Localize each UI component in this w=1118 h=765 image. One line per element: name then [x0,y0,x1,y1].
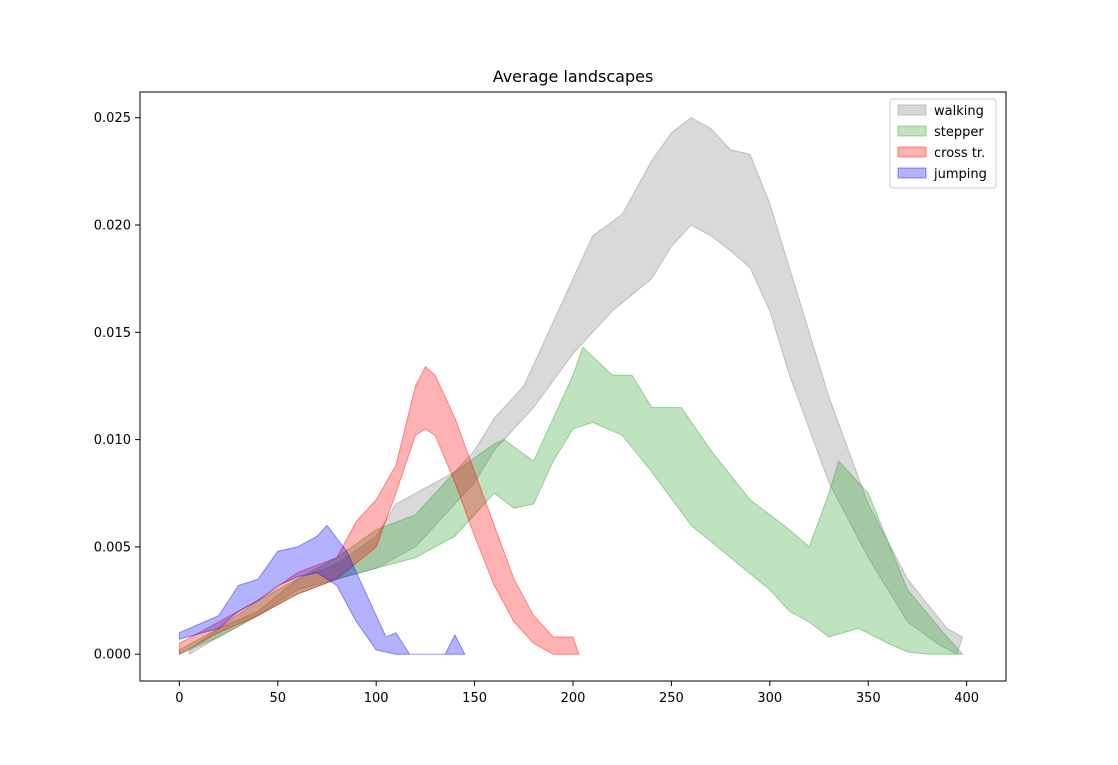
y-tick-label: 0.010 [94,433,131,448]
x-tick-label: 250 [659,691,684,706]
legend-swatch [897,125,927,137]
legend-label: walking [934,104,984,119]
x-tick-label: 0 [175,691,183,706]
x-tick-label: 400 [954,691,979,706]
y-tick-label: 0.005 [94,540,131,555]
x-tick-label: 150 [462,691,487,706]
legend-box [889,98,997,189]
x-tick-label: 350 [856,691,881,706]
legend-label: cross tr. [934,146,985,161]
chart-title: Average landscapes [493,67,654,86]
x-tick-label: 300 [757,691,782,706]
legend-label: jumping [933,167,987,182]
area-jumping [178,524,466,655]
legend-swatch [897,104,927,116]
y-tick-label: 0.025 [94,111,131,126]
area-cross-tr [178,365,580,656]
x-axis: 0 50 100 150 200 250 300 350 400 [175,681,979,706]
area-walking [188,117,964,656]
y-tick-label: 0.020 [94,219,131,234]
y-tick-label: 0.000 [94,648,131,663]
x-tick-label: 50 [269,691,286,706]
legend-swatch [897,167,927,179]
y-tick-label: 0.015 [94,326,131,341]
area-stepper [178,346,964,655]
x-tick-label: 200 [561,691,586,706]
areas-layer [178,117,964,656]
legend: walking stepper cross tr. jumping [889,98,997,189]
legend-swatch [897,146,927,158]
legend-label: stepper [934,125,984,140]
x-tick-label: 100 [364,691,389,706]
y-axis: 0.000 0.005 0.010 0.015 0.020 0.025 [94,111,140,663]
